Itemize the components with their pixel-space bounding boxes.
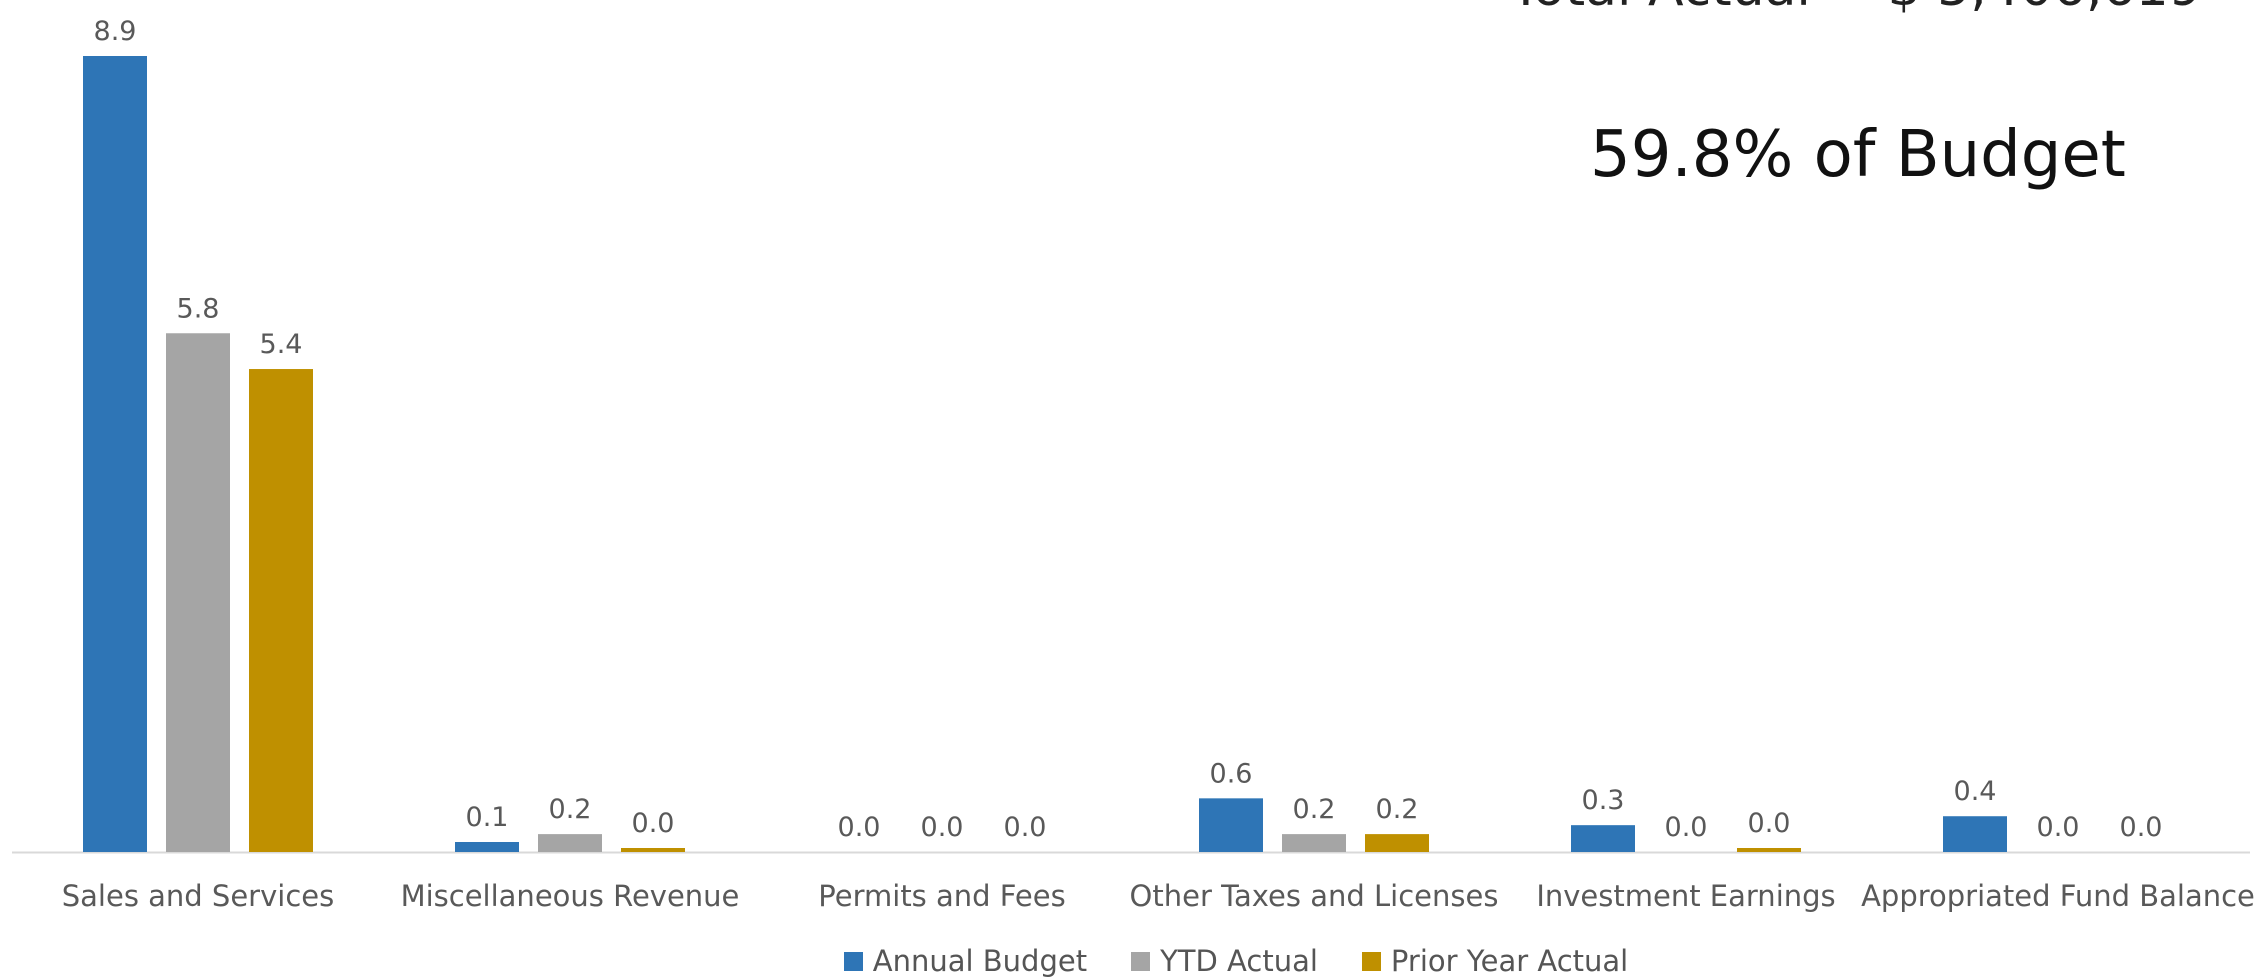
data-label-annual-budget-sales-and-services: 8.9 bbox=[94, 16, 137, 47]
bar-annual-budget-appropriated-fund-balance bbox=[1943, 816, 2007, 852]
bar-ytd-actual-miscellaneous-revenue bbox=[538, 834, 602, 852]
data-label-ytd-actual-other-taxes-and-licenses: 0.2 bbox=[1293, 794, 1336, 825]
legend-label-annual-budget: Annual Budget bbox=[872, 944, 1088, 978]
chart-legend: Annual Budget YTD Actual Prior Year Actu… bbox=[0, 944, 2262, 978]
category-label-miscellaneous-revenue: Miscellaneous Revenue bbox=[401, 879, 740, 913]
data-label-prior-year-actual-sales-and-services: 5.4 bbox=[260, 329, 303, 360]
bar-annual-budget-other-taxes-and-licenses bbox=[1199, 798, 1263, 852]
legend-swatch-ytd-actual bbox=[1131, 951, 1151, 971]
data-label-ytd-actual-miscellaneous-revenue: 0.2 bbox=[549, 794, 592, 825]
data-label-ytd-actual-permits-and-fees: 0.0 bbox=[921, 812, 964, 843]
legend-item-ytd-actual: YTD Actual bbox=[1131, 944, 1318, 978]
bar-annual-budget-investment-earnings bbox=[1571, 825, 1635, 852]
bar-annual-budget-miscellaneous-revenue bbox=[455, 842, 519, 852]
data-label-annual-budget-appropriated-fund-balance: 0.4 bbox=[1954, 776, 1997, 807]
bar-prior-year-actual-miscellaneous-revenue bbox=[621, 848, 685, 852]
legend-item-prior-year-actual: Prior Year Actual bbox=[1361, 944, 1629, 978]
budget-percentage-annotation: 59.8% of Budget bbox=[1590, 118, 2126, 192]
bar-annual-budget-sales-and-services bbox=[83, 56, 147, 852]
data-label-ytd-actual-investment-earnings: 0.0 bbox=[1665, 812, 1708, 843]
data-label-annual-budget-other-taxes-and-licenses: 0.6 bbox=[1210, 758, 1253, 789]
bar-prior-year-actual-other-taxes-and-licenses bbox=[1365, 834, 1429, 852]
bar-ytd-actual-other-taxes-and-licenses bbox=[1282, 834, 1346, 852]
legend-item-annual-budget: Annual Budget bbox=[843, 944, 1088, 978]
legend-label-ytd-actual: YTD Actual bbox=[1160, 944, 1318, 978]
data-label-prior-year-actual-miscellaneous-revenue: 0.0 bbox=[632, 808, 675, 839]
category-label-sales-and-services: Sales and Services bbox=[62, 879, 334, 913]
data-label-ytd-actual-appropriated-fund-balance: 0.0 bbox=[2037, 812, 2080, 843]
legend-swatch-prior-year-actual bbox=[1361, 951, 1381, 971]
bar-ytd-actual-sales-and-services bbox=[166, 333, 230, 852]
data-label-annual-budget-permits-and-fees: 0.0 bbox=[838, 812, 881, 843]
category-label-investment-earnings: Investment Earnings bbox=[1536, 879, 1835, 913]
category-label-permits-and-fees: Permits and Fees bbox=[818, 879, 1065, 913]
data-label-prior-year-actual-investment-earnings: 0.0 bbox=[1748, 808, 1791, 839]
bar-prior-year-actual-sales-and-services bbox=[249, 369, 313, 852]
legend-label-prior-year-actual: Prior Year Actual bbox=[1390, 944, 1629, 978]
data-label-annual-budget-investment-earnings: 0.3 bbox=[1582, 785, 1625, 816]
chart-title: Total Actual = $ 5,406,619 bbox=[1510, 0, 2202, 18]
data-label-ytd-actual-sales-and-services: 5.8 bbox=[177, 293, 220, 324]
legend-swatch-annual-budget bbox=[843, 951, 863, 971]
data-label-annual-budget-miscellaneous-revenue: 0.1 bbox=[466, 802, 509, 833]
data-label-prior-year-actual-permits-and-fees: 0.0 bbox=[1004, 812, 1047, 843]
data-label-prior-year-actual-other-taxes-and-licenses: 0.2 bbox=[1376, 794, 1419, 825]
bar-prior-year-actual-investment-earnings bbox=[1737, 848, 1801, 852]
bar-chart: 8.9 5.8 5.4 Sales and Services 0.1 0.2 0.0 Misc… bbox=[12, 16, 2255, 913]
category-label-appropriated-fund-balance: Appropriated Fund Balance bbox=[1861, 879, 2255, 913]
category-label-other-taxes-and-licenses: Other Taxes and Licenses bbox=[1130, 879, 1499, 913]
data-label-prior-year-actual-appropriated-fund-balance: 0.0 bbox=[2120, 812, 2163, 843]
